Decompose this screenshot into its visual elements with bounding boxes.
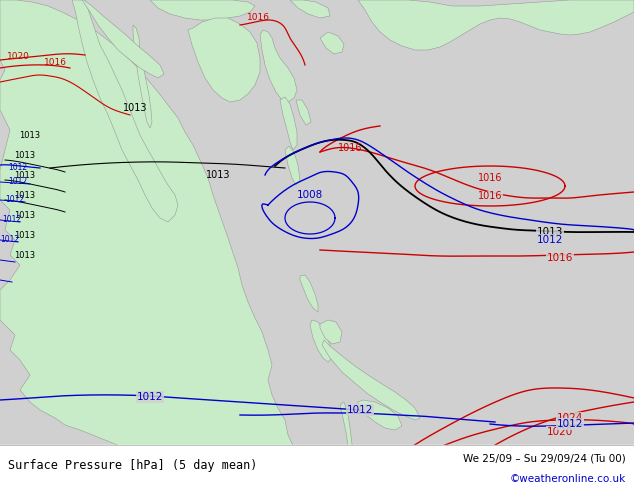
Polygon shape xyxy=(320,32,344,54)
Text: We 25/09 – Su 29/09/24 (Tu 00): We 25/09 – Su 29/09/24 (Tu 00) xyxy=(463,454,626,464)
Polygon shape xyxy=(310,320,332,362)
Text: 1016: 1016 xyxy=(44,58,67,68)
Polygon shape xyxy=(133,25,152,128)
Text: 1013: 1013 xyxy=(123,103,147,113)
Text: 1012: 1012 xyxy=(137,392,163,402)
Polygon shape xyxy=(320,320,342,344)
Polygon shape xyxy=(150,0,255,20)
Text: ©weatheronline.co.uk: ©weatheronline.co.uk xyxy=(510,474,626,484)
Text: Surface Pressure [hPa] (5 day mean): Surface Pressure [hPa] (5 day mean) xyxy=(8,459,257,472)
Text: 1013: 1013 xyxy=(15,250,36,260)
Text: 1016: 1016 xyxy=(547,253,573,263)
Text: 1012: 1012 xyxy=(537,235,563,245)
Text: 1013: 1013 xyxy=(15,211,36,220)
Text: 1020: 1020 xyxy=(6,52,29,62)
Polygon shape xyxy=(358,400,402,430)
Text: 1013: 1013 xyxy=(206,170,230,180)
Polygon shape xyxy=(296,100,311,125)
Text: 1020: 1020 xyxy=(547,427,573,437)
Text: 1016: 1016 xyxy=(478,191,502,201)
Text: 1012: 1012 xyxy=(8,177,27,187)
Polygon shape xyxy=(340,402,353,466)
Polygon shape xyxy=(285,146,300,185)
Polygon shape xyxy=(188,18,260,102)
Polygon shape xyxy=(260,30,297,102)
Text: 1008: 1008 xyxy=(297,190,323,200)
Text: 1013: 1013 xyxy=(537,227,563,237)
Text: 1012: 1012 xyxy=(347,405,373,415)
Polygon shape xyxy=(82,0,164,78)
Text: 1012: 1012 xyxy=(8,164,27,172)
Polygon shape xyxy=(300,275,318,312)
Text: 1012: 1012 xyxy=(3,216,22,224)
Text: 1013: 1013 xyxy=(15,191,36,199)
Text: 1024: 1024 xyxy=(557,413,583,423)
Polygon shape xyxy=(280,97,297,150)
Text: 1013: 1013 xyxy=(20,130,41,140)
Text: 1013: 1013 xyxy=(15,150,36,160)
Text: 1016: 1016 xyxy=(247,14,269,23)
Text: 1012: 1012 xyxy=(6,196,25,204)
Polygon shape xyxy=(290,0,330,18)
Polygon shape xyxy=(0,0,320,490)
Polygon shape xyxy=(72,0,178,222)
Text: 1012: 1012 xyxy=(1,236,20,245)
Polygon shape xyxy=(322,340,420,420)
Text: 1016: 1016 xyxy=(338,143,362,153)
Text: 1013: 1013 xyxy=(15,171,36,179)
Text: 1013: 1013 xyxy=(15,230,36,240)
Text: 1016: 1016 xyxy=(478,173,502,183)
Text: 1012: 1012 xyxy=(557,419,583,429)
Polygon shape xyxy=(358,0,634,50)
